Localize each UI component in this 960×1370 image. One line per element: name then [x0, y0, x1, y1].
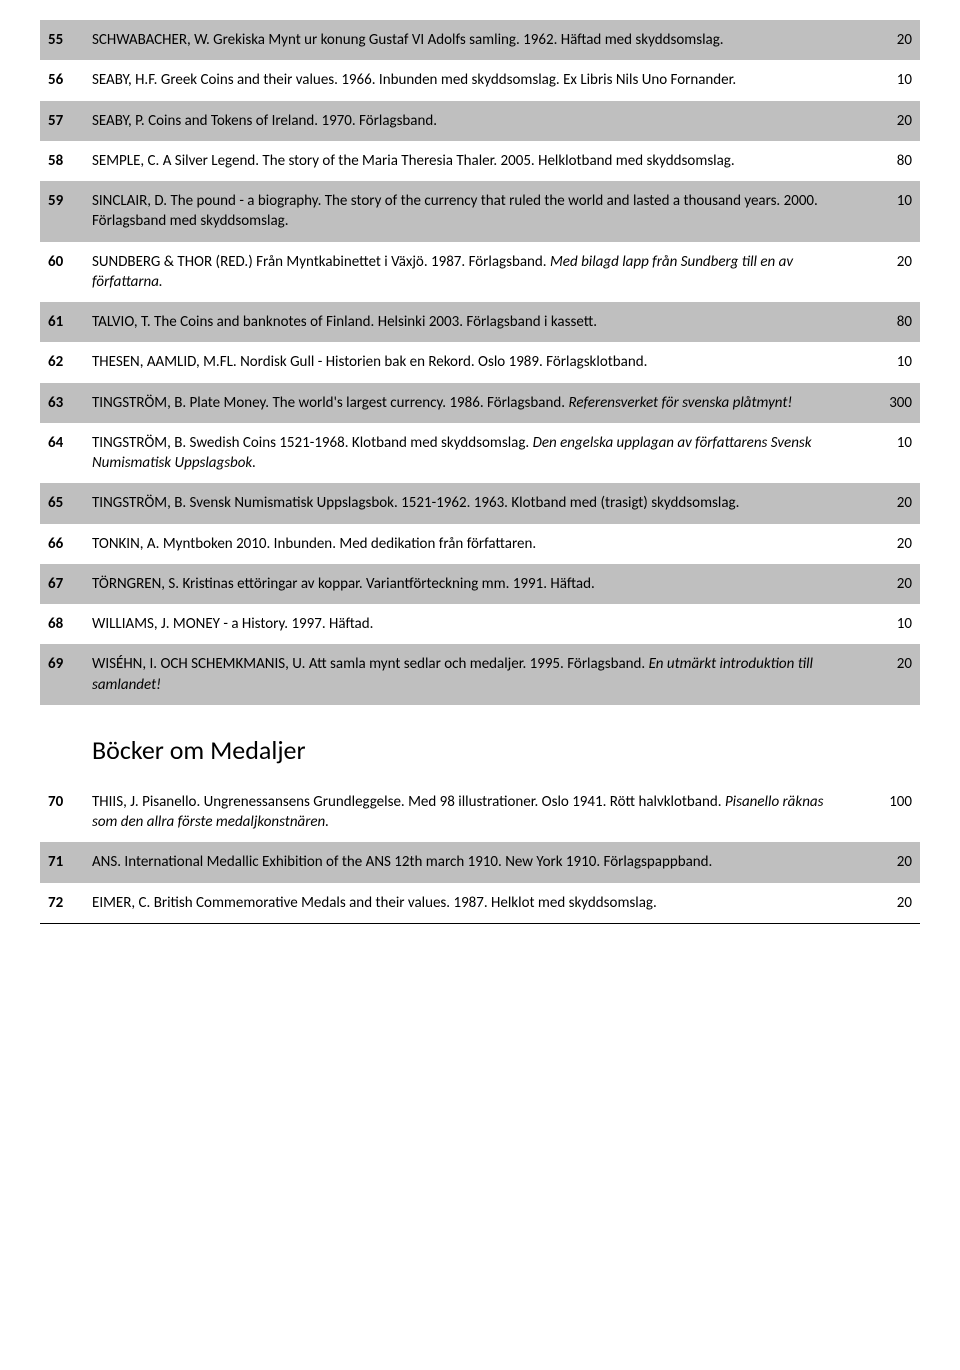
- lot-description: EIMER, C. British Commemorative Medals a…: [92, 893, 862, 913]
- catalog-row: 62THESEN, AAMLID, M.FL. Nordisk Gull - H…: [40, 342, 920, 382]
- lot-price: 100: [862, 792, 912, 833]
- lot-price: 300: [862, 393, 912, 413]
- lot-description: SEMPLE, C. A Silver Legend. The story of…: [92, 151, 862, 171]
- lot-number: 64: [48, 433, 92, 474]
- bottom-rule: [40, 923, 920, 924]
- lot-description: SEABY, H.F. Greek Coins and their values…: [92, 70, 862, 90]
- lot-note: Pisanello räknas som den allra förste me…: [92, 793, 823, 831]
- lot-description: THESEN, AAMLID, M.FL. Nordisk Gull - His…: [92, 352, 862, 372]
- lot-price: 10: [862, 614, 912, 634]
- lot-price: 80: [862, 151, 912, 171]
- lot-description: TINGSTRÖM, B. Svensk Numismatisk Uppslag…: [92, 493, 862, 513]
- lot-number: 71: [48, 852, 92, 872]
- catalog-row: 67TÖRNGREN, S. Kristinas ettöringar av k…: [40, 564, 920, 604]
- lot-description: WISÉHN, I. OCH SCHEMKMANIS, U. Att samla…: [92, 654, 862, 695]
- lot-price: 10: [862, 70, 912, 90]
- lot-price: 20: [862, 252, 912, 293]
- lot-number: 72: [48, 893, 92, 913]
- lot-price: 20: [862, 493, 912, 513]
- lot-number: 60: [48, 252, 92, 293]
- catalog-row: 61TALVIO, T. The Coins and banknotes of …: [40, 302, 920, 342]
- lot-note: Med bilagd lapp från Sundberg till en av…: [92, 253, 793, 291]
- catalog-row: 72EIMER, C. British Commemorative Medals…: [40, 883, 920, 923]
- catalog-row: 56SEABY, H.F. Greek Coins and their valu…: [40, 60, 920, 100]
- lot-description: TINGSTRÖM, B. Plate Money. The world's l…: [92, 393, 862, 413]
- catalog-row: 64TINGSTRÖM, B. Swedish Coins 1521-1968.…: [40, 423, 920, 484]
- lot-price: 20: [862, 654, 912, 695]
- lot-price: 20: [862, 852, 912, 872]
- catalog-row: 57SEABY, P. Coins and Tokens of Ireland.…: [40, 101, 920, 141]
- lot-number: 69: [48, 654, 92, 695]
- lot-number: 56: [48, 70, 92, 90]
- catalog-row: 55SCHWABACHER, W. Grekiska Mynt ur konun…: [40, 20, 920, 60]
- lot-number: 67: [48, 574, 92, 594]
- lot-number: 63: [48, 393, 92, 413]
- catalog-row: 70THIIS, J. Pisanello. Ungrenessansens G…: [40, 782, 920, 843]
- lot-number: 59: [48, 191, 92, 232]
- lot-description: THIIS, J. Pisanello. Ungrenessansens Gru…: [92, 792, 862, 833]
- section-heading: Böcker om Medaljer: [40, 705, 920, 782]
- lot-description: SUNDBERG & THOR (RED.) Från Myntkabinett…: [92, 252, 862, 293]
- lot-description: TINGSTRÖM, B. Swedish Coins 1521-1968. K…: [92, 433, 862, 474]
- lot-note: Referensverket för svenska plåtmynt!: [568, 394, 792, 412]
- catalog-row: 58SEMPLE, C. A Silver Legend. The story …: [40, 141, 920, 181]
- lot-price: 10: [862, 191, 912, 232]
- lot-description: SEABY, P. Coins and Tokens of Ireland. 1…: [92, 111, 862, 131]
- lot-number: 57: [48, 111, 92, 131]
- lot-number: 65: [48, 493, 92, 513]
- lot-description: TONKIN, A. Myntboken 2010. Inbunden. Med…: [92, 534, 862, 554]
- catalog-row: 65TINGSTRÖM, B. Svensk Numismatisk Uppsl…: [40, 483, 920, 523]
- lot-note: En utmärkt introduktion till samlandet!: [92, 655, 813, 693]
- lot-price: 80: [862, 312, 912, 332]
- catalog-row: 69WISÉHN, I. OCH SCHEMKMANIS, U. Att sam…: [40, 644, 920, 705]
- lot-note: Den engelska upplagan av författarens Sv…: [92, 434, 812, 472]
- catalog-row: 68WILLIAMS, J. MONEY - a History. 1997. …: [40, 604, 920, 644]
- lot-price: 10: [862, 433, 912, 474]
- catalog-row: 63TINGSTRÖM, B. Plate Money. The world's…: [40, 383, 920, 423]
- catalog-list-2: 70THIIS, J. Pisanello. Ungrenessansens G…: [40, 782, 920, 923]
- lot-number: 70: [48, 792, 92, 833]
- catalog-row: 60SUNDBERG & THOR (RED.) Från Myntkabine…: [40, 242, 920, 303]
- catalog-row: 59SINCLAIR, D. The pound - a biography. …: [40, 181, 920, 242]
- lot-description: SINCLAIR, D. The pound - a biography. Th…: [92, 191, 862, 232]
- catalog-list-1: 55SCHWABACHER, W. Grekiska Mynt ur konun…: [40, 20, 920, 705]
- lot-number: 68: [48, 614, 92, 634]
- catalog-row: 66TONKIN, A. Myntboken 2010. Inbunden. M…: [40, 524, 920, 564]
- lot-price: 20: [862, 534, 912, 554]
- lot-description: SCHWABACHER, W. Grekiska Mynt ur konung …: [92, 30, 862, 50]
- lot-price: 20: [862, 574, 912, 594]
- lot-number: 58: [48, 151, 92, 171]
- lot-number: 66: [48, 534, 92, 554]
- lot-price: 20: [862, 893, 912, 913]
- lot-description: ANS. International Medallic Exhibition o…: [92, 852, 862, 872]
- lot-description: TALVIO, T. The Coins and banknotes of Fi…: [92, 312, 862, 332]
- lot-number: 62: [48, 352, 92, 372]
- lot-description: WILLIAMS, J. MONEY - a History. 1997. Hä…: [92, 614, 862, 634]
- lot-description: TÖRNGREN, S. Kristinas ettöringar av kop…: [92, 574, 862, 594]
- lot-price: 10: [862, 352, 912, 372]
- lot-number: 55: [48, 30, 92, 50]
- lot-number: 61: [48, 312, 92, 332]
- lot-price: 20: [862, 111, 912, 131]
- catalog-row: 71ANS. International Medallic Exhibition…: [40, 842, 920, 882]
- lot-price: 20: [862, 30, 912, 50]
